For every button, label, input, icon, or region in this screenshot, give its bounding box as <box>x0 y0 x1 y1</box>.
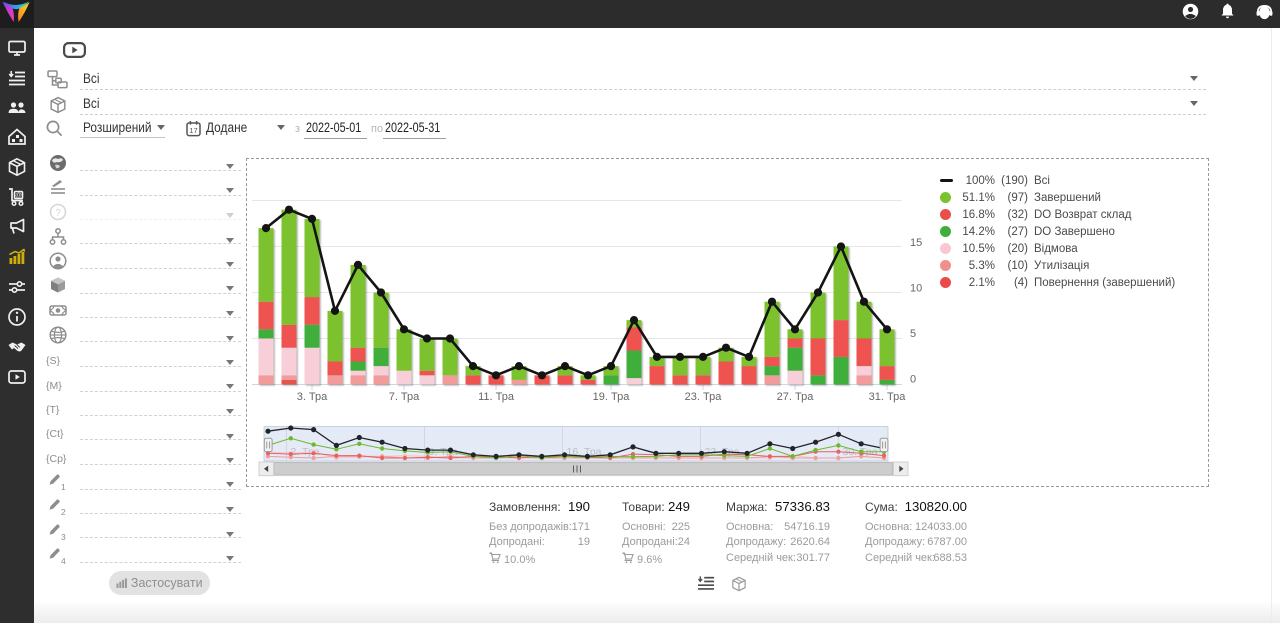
svg-text:3. Тра: 3. Тра <box>297 391 328 403</box>
svg-text:0: 0 <box>910 374 916 386</box>
svg-text:7. Тра: 7. Тра <box>389 391 420 403</box>
svg-text:19. Тра: 19. Тра <box>593 391 631 403</box>
svg-text:23. Тра: 23. Тра <box>685 391 723 403</box>
svg-text:@: @ <box>15 192 22 199</box>
svg-text:?: ? <box>55 208 61 219</box>
svg-text:27. Тра: 27. Тра <box>777 391 815 403</box>
svg-text:10: 10 <box>910 283 922 295</box>
svg-text:11. Тра: 11. Тра <box>478 391 515 403</box>
svg-text:17: 17 <box>189 126 197 135</box>
svg-text:5: 5 <box>910 328 916 340</box>
svg-text:31. Тра: 31. Тра <box>869 391 907 403</box>
svg-text:15: 15 <box>910 237 922 249</box>
